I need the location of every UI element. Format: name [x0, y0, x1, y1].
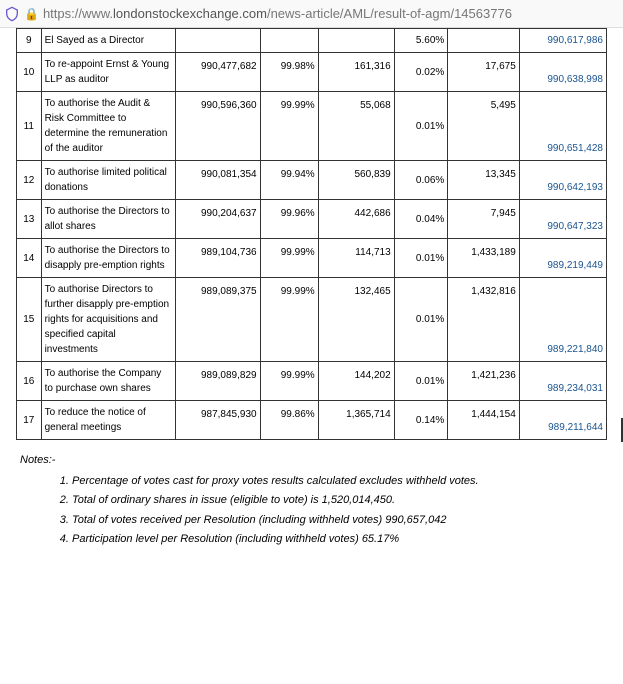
- cell: 987,845,930: [175, 401, 260, 440]
- note-item: Participation level per Resolution (incl…: [72, 532, 607, 547]
- url-domain: londonstockexchange.com: [113, 6, 267, 21]
- total-cell: 989,219,449: [519, 239, 606, 278]
- cell: 560,839: [318, 161, 394, 200]
- cell: 144,202: [318, 362, 394, 401]
- row-desc: To authorise limited political donations: [41, 161, 175, 200]
- notes-heading: Notes:-: [20, 454, 607, 466]
- address-bar: 🔒 https://www.londonstockexchange.com/ne…: [0, 0, 623, 28]
- cell: 0.04%: [394, 200, 448, 239]
- cell: 990,477,682: [175, 53, 260, 92]
- cell: 0.06%: [394, 161, 448, 200]
- cell: 17,675: [448, 53, 520, 92]
- row-desc: To authorise the Company to purchase own…: [41, 362, 175, 401]
- row-desc: To authorise Directors to further disapp…: [41, 278, 175, 362]
- note-item: Total of ordinary shares in issue (eligi…: [72, 493, 607, 508]
- cell: 0.01%: [394, 278, 448, 362]
- total-cell: 990,647,323: [519, 200, 606, 239]
- cell: 99.99%: [260, 278, 318, 362]
- votes-table: 9 El Sayed as a Director 5.60% 990,617,9…: [16, 28, 607, 440]
- row-desc: To re-appoint Ernst & Young LLP as audit…: [41, 53, 175, 92]
- table-row: 14To authorise the Directors to disapply…: [17, 239, 607, 278]
- cell: 1,432,816: [448, 278, 520, 362]
- cell: 442,686: [318, 200, 394, 239]
- cell: 989,104,736: [175, 239, 260, 278]
- cell: 1,444,154: [448, 401, 520, 440]
- table-row: 13To authorise the Directors to allot sh…: [17, 200, 607, 239]
- cell: 1,433,189: [448, 239, 520, 278]
- row-number: 13: [17, 200, 42, 239]
- notes-list: Percentage of votes cast for proxy votes…: [72, 474, 607, 548]
- row-desc: To authorise the Directors to disapply p…: [41, 239, 175, 278]
- cell: 99.94%: [260, 161, 318, 200]
- row-number: 12: [17, 161, 42, 200]
- total-cell: 990,642,193: [519, 161, 606, 200]
- table-row: 12To authorise limited political donatio…: [17, 161, 607, 200]
- cell: 990,204,637: [175, 200, 260, 239]
- cell: 989,089,375: [175, 278, 260, 362]
- total-cell: 990,651,428: [519, 92, 606, 161]
- cell: 990,596,360: [175, 92, 260, 161]
- cell: 0.01%: [394, 362, 448, 401]
- row-number: 14: [17, 239, 42, 278]
- cell: 99.99%: [260, 362, 318, 401]
- cell: 1,365,714: [318, 401, 394, 440]
- url-input[interactable]: https://www.londonstockexchange.com/news…: [43, 6, 619, 21]
- total-cell: 990,638,998: [519, 53, 606, 92]
- cell: 132,465: [318, 278, 394, 362]
- table-row: 10To re-appoint Ernst & Young LLP as aud…: [17, 53, 607, 92]
- table-row: 16To authorise the Company to purchase o…: [17, 362, 607, 401]
- cell: [318, 29, 394, 53]
- cell: 990,081,354: [175, 161, 260, 200]
- cell: 13,345: [448, 161, 520, 200]
- row-number: 17: [17, 401, 42, 440]
- cell: 0.14%: [394, 401, 448, 440]
- row-number: 10: [17, 53, 42, 92]
- row-number: 11: [17, 92, 42, 161]
- shield-icon[interactable]: [4, 6, 20, 22]
- url-path: /news-article/AML/result-of-agm/14563776: [267, 6, 512, 21]
- cell: 99.98%: [260, 53, 318, 92]
- cell: 0.01%: [394, 92, 448, 161]
- table-row-partial: 9 El Sayed as a Director 5.60% 990,617,9…: [17, 29, 607, 53]
- table-row: 11To authorise the Audit & Risk Committe…: [17, 92, 607, 161]
- cell: 7,945: [448, 200, 520, 239]
- table-row: 17To reduce the notice of general meetin…: [17, 401, 607, 440]
- cell: 99.99%: [260, 239, 318, 278]
- cell: [448, 29, 520, 53]
- cell: 0.01%: [394, 239, 448, 278]
- cell: 55,068: [318, 92, 394, 161]
- row-desc: El Sayed as a Director: [41, 29, 175, 53]
- row-number: 9: [17, 29, 42, 53]
- cell: 161,316: [318, 53, 394, 92]
- total-cell: 989,211,644: [519, 401, 606, 440]
- page-content: 9 El Sayed as a Director 5.60% 990,617,9…: [0, 28, 623, 548]
- cell: 5,495: [448, 92, 520, 161]
- cell: 114,713: [318, 239, 394, 278]
- total-cell: 989,234,031: [519, 362, 606, 401]
- cell: [175, 29, 260, 53]
- row-number: 15: [17, 278, 42, 362]
- cell: 5.60%: [394, 29, 448, 53]
- lock-icon[interactable]: 🔒: [24, 7, 39, 21]
- cell: 1,421,236: [448, 362, 520, 401]
- note-item: Total of votes received per Resolution (…: [72, 513, 607, 528]
- cell: 99.99%: [260, 92, 318, 161]
- note-item: Percentage of votes cast for proxy votes…: [72, 474, 607, 489]
- cell: 989,089,829: [175, 362, 260, 401]
- total-cell: 989,221,840: [519, 278, 606, 362]
- cell: 99.96%: [260, 200, 318, 239]
- row-desc: To authorise the Directors to allot shar…: [41, 200, 175, 239]
- row-desc: To reduce the notice of general meetings: [41, 401, 175, 440]
- cell: 0.02%: [394, 53, 448, 92]
- url-prefix: https://www.: [43, 6, 113, 21]
- table-row: 15To authorise Directors to further disa…: [17, 278, 607, 362]
- row-number: 16: [17, 362, 42, 401]
- cell: 99.86%: [260, 401, 318, 440]
- cell: [260, 29, 318, 53]
- row-desc: To authorise the Audit & Risk Committee …: [41, 92, 175, 161]
- total-cell: 990,617,986: [519, 29, 606, 53]
